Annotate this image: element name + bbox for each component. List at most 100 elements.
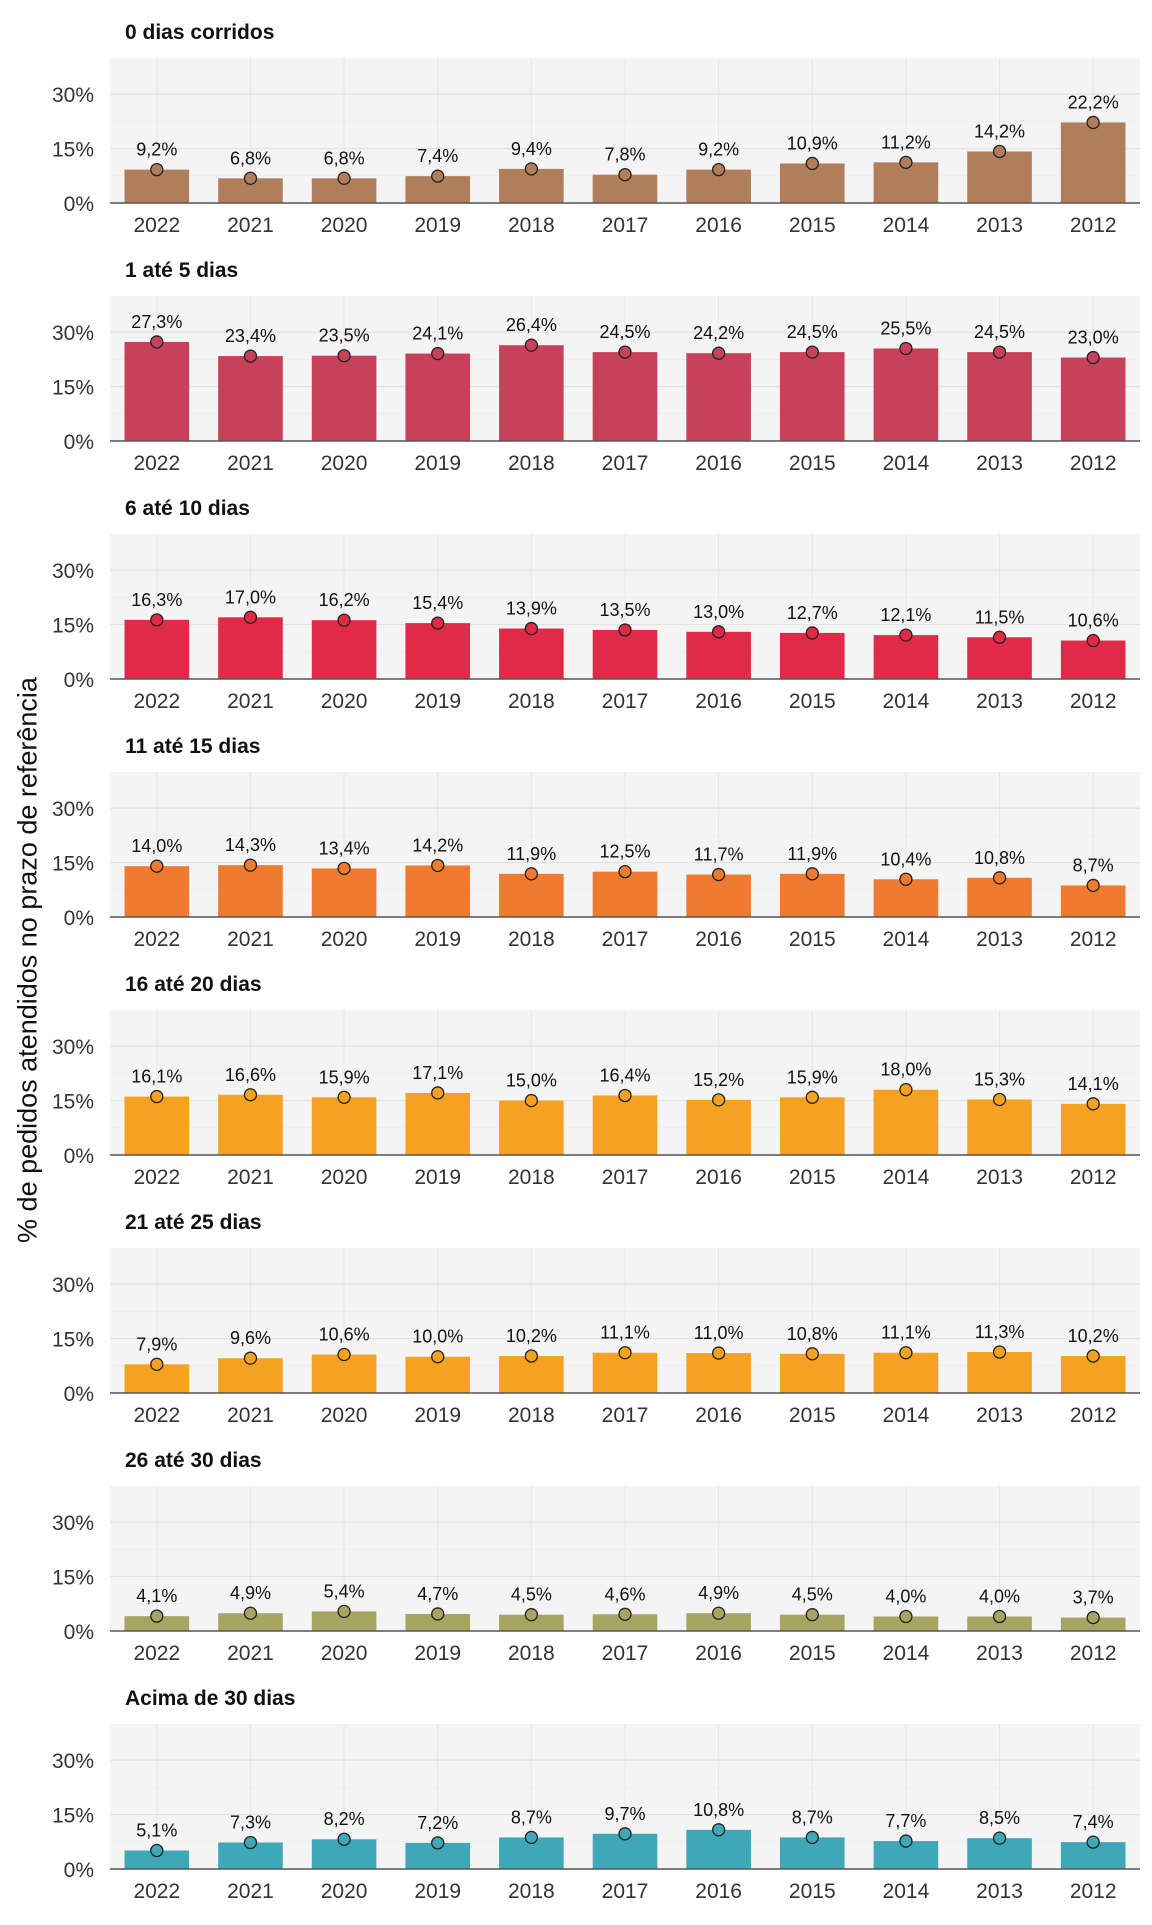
x-tick-label: 2018 <box>508 1166 555 1189</box>
bar <box>124 1616 190 1631</box>
x-tick-label: 2021 <box>227 928 274 951</box>
x-tick-label: 2019 <box>414 1642 461 1665</box>
x-tick-label: 2022 <box>133 214 180 237</box>
y-tick-label: 30% <box>52 1274 94 1297</box>
bar <box>873 162 939 203</box>
data-point <box>243 1088 258 1102</box>
y-tick-label: 0% <box>64 907 94 930</box>
data-label: 11,5% <box>975 607 1025 627</box>
data-point <box>899 628 913 642</box>
bar <box>218 617 283 679</box>
data-label: 8,7% <box>792 1807 833 1827</box>
data-point <box>524 1093 539 1108</box>
y-tick-label: 0% <box>64 669 94 692</box>
bar <box>124 619 190 679</box>
data-label: 18,0% <box>880 1060 931 1080</box>
bar <box>967 1616 1032 1631</box>
data-label: 4,6% <box>604 1584 645 1604</box>
bar <box>873 1352 939 1393</box>
data-label: 4,0% <box>885 1586 926 1606</box>
x-tick-label: 2019 <box>414 1880 461 1903</box>
x-tick-label: 2017 <box>602 1880 649 1903</box>
data-point <box>150 1609 164 1623</box>
data-label: 12,5% <box>599 842 650 862</box>
x-tick-label: 2022 <box>133 452 180 475</box>
data-point <box>524 621 539 636</box>
y-tick-label: 15% <box>52 1091 94 1114</box>
data-point <box>618 1346 632 1360</box>
y-tick-label: 30% <box>52 1512 94 1535</box>
data-label: 23,0% <box>1068 328 1119 348</box>
x-tick-label: 2019 <box>414 928 461 951</box>
data-point <box>337 1347 351 1362</box>
data-point <box>337 1604 351 1619</box>
bar <box>967 1351 1032 1393</box>
data-point <box>337 861 351 876</box>
data-point <box>899 1834 913 1848</box>
data-label: 5,4% <box>324 1581 365 1601</box>
y-tick-label: 30% <box>52 322 94 345</box>
data-label: 7,3% <box>230 1813 271 1833</box>
data-label: 7,8% <box>604 145 645 165</box>
x-tick-label: 2013 <box>976 1880 1023 1903</box>
data-point <box>711 1606 726 1620</box>
data-label: 4,1% <box>136 1586 177 1606</box>
bar <box>686 631 751 679</box>
data-point <box>150 335 164 349</box>
data-label: 4,7% <box>417 1584 458 1604</box>
data-label: 13,5% <box>599 600 650 620</box>
x-tick-label: 2014 <box>883 1880 930 1903</box>
data-point <box>805 626 819 640</box>
data-point <box>337 1832 351 1846</box>
y-tick-label: 15% <box>52 615 94 638</box>
facet-panel: Acima de 30 dias 0% 15% 30% 5,1% 7,3% 8,2% 7,2%… <box>52 1687 1140 1903</box>
x-tick-label: 2021 <box>227 1880 274 1903</box>
bar <box>967 151 1032 203</box>
data-label: 7,9% <box>136 1334 177 1354</box>
data-point <box>243 171 258 185</box>
data-point <box>899 1346 913 1360</box>
x-tick-label: 2018 <box>508 928 555 951</box>
bar <box>405 1092 471 1155</box>
data-point <box>992 345 1007 359</box>
data-point <box>618 623 632 637</box>
x-tick-label: 2013 <box>976 214 1023 237</box>
data-point <box>150 859 164 873</box>
x-tick-label: 2017 <box>602 1404 649 1427</box>
data-label: 7,2% <box>417 1813 458 1833</box>
bar <box>124 341 190 441</box>
bar <box>779 352 845 441</box>
data-label: 15,4% <box>412 593 463 613</box>
data-point <box>524 162 539 176</box>
facet-panel: 6 até 10 dias 0% 15% 30% 16,3% 17,0% 16,2% 15,4… <box>52 497 1140 713</box>
y-tick-label: 15% <box>52 377 94 400</box>
x-tick-label: 2012 <box>1070 1166 1117 1189</box>
y-axis-label: % de pedidos atendidos no prazo de refer… <box>12 677 43 1243</box>
data-label: 8,2% <box>324 1809 365 1829</box>
x-tick-label: 2013 <box>976 452 1023 475</box>
bar <box>1060 1617 1126 1631</box>
x-tick-label: 2020 <box>321 452 368 475</box>
bar <box>311 868 377 917</box>
facet-panel: 26 até 30 dias 0% 15% 30% 4,1% 4,9% 5,4% 4,7% 4,… <box>52 1449 1140 1665</box>
data-label: 12,7% <box>787 603 838 623</box>
data-point <box>992 1609 1007 1624</box>
bar <box>124 1096 190 1155</box>
x-tick-label: 2014 <box>883 1404 930 1427</box>
data-label: 9,7% <box>604 1804 645 1824</box>
x-tick-label: 2013 <box>976 1166 1023 1189</box>
x-tick-label: 2017 <box>602 1642 649 1665</box>
bar <box>405 623 471 679</box>
data-point <box>711 346 726 360</box>
data-label: 14,2% <box>412 835 463 855</box>
x-tick-label: 2022 <box>133 1166 180 1189</box>
x-tick-label: 2022 <box>133 1642 180 1665</box>
y-tick-label: 0% <box>64 1621 94 1644</box>
data-label: 14,3% <box>225 835 276 855</box>
x-tick-label: 2019 <box>414 1166 461 1189</box>
bar <box>873 1616 939 1631</box>
data-point <box>711 1823 726 1837</box>
data-point <box>711 1093 726 1107</box>
data-point <box>150 1843 164 1858</box>
data-point <box>618 1607 632 1621</box>
